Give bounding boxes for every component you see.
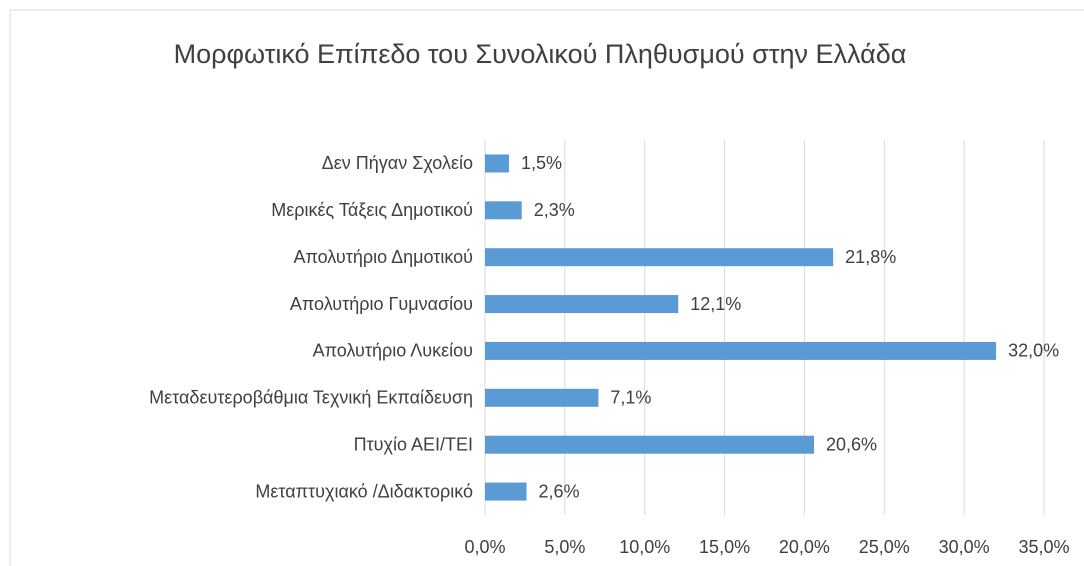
y-tick-label: Απολυτήριο Δημοτικού (293, 247, 473, 267)
y-tick-label: Μεταπτυχιακό /Διδακτορικό (255, 481, 473, 501)
bar (485, 482, 527, 501)
data-label: 21,8% (845, 247, 896, 267)
x-tick-label: 15,0% (699, 537, 750, 557)
bar (485, 435, 815, 454)
bar (485, 388, 599, 407)
bar (485, 295, 679, 314)
x-tick-label: 10,0% (619, 537, 670, 557)
chart-border (9, 9, 1084, 566)
x-tick-label: 25,0% (859, 537, 910, 557)
chart-title: Μορφωτικό Επίπεδο του Συνολικού Πληθυσμο… (173, 39, 907, 69)
x-tick-label: 0,0% (464, 537, 505, 557)
y-tick-label: Μερικές Τάξεις Δημοτικού (271, 200, 473, 220)
x-tick-label: 20,0% (779, 537, 830, 557)
data-label: 12,1% (690, 294, 741, 314)
data-label: 32,0% (1008, 341, 1059, 361)
y-tick-label: Μεταδευτεροβάθμια Τεχνική Εκπαίδευση (149, 388, 473, 408)
y-tick-label: Δεν Πήγαν Σχολείο (322, 153, 473, 173)
bar (485, 248, 834, 267)
data-label: 20,6% (826, 434, 877, 454)
data-label: 2,6% (539, 481, 580, 501)
bar (485, 201, 522, 220)
data-label: 1,5% (521, 153, 562, 173)
x-tick-label: 30,0% (939, 537, 990, 557)
y-tick-label: Πτυχίο ΑΕΙ/ΤΕΙ (354, 434, 473, 454)
data-label: 2,3% (534, 200, 575, 220)
x-tick-label: 35,0% (1018, 537, 1069, 557)
y-tick-label: Απολυτήριο Γυμνασίου (290, 294, 473, 314)
bar (485, 341, 997, 360)
x-tick-label: 5,0% (544, 537, 585, 557)
y-tick-label: Απολυτήριο Λυκείου (313, 341, 473, 361)
bar (485, 154, 509, 173)
data-label: 7,1% (610, 388, 651, 408)
